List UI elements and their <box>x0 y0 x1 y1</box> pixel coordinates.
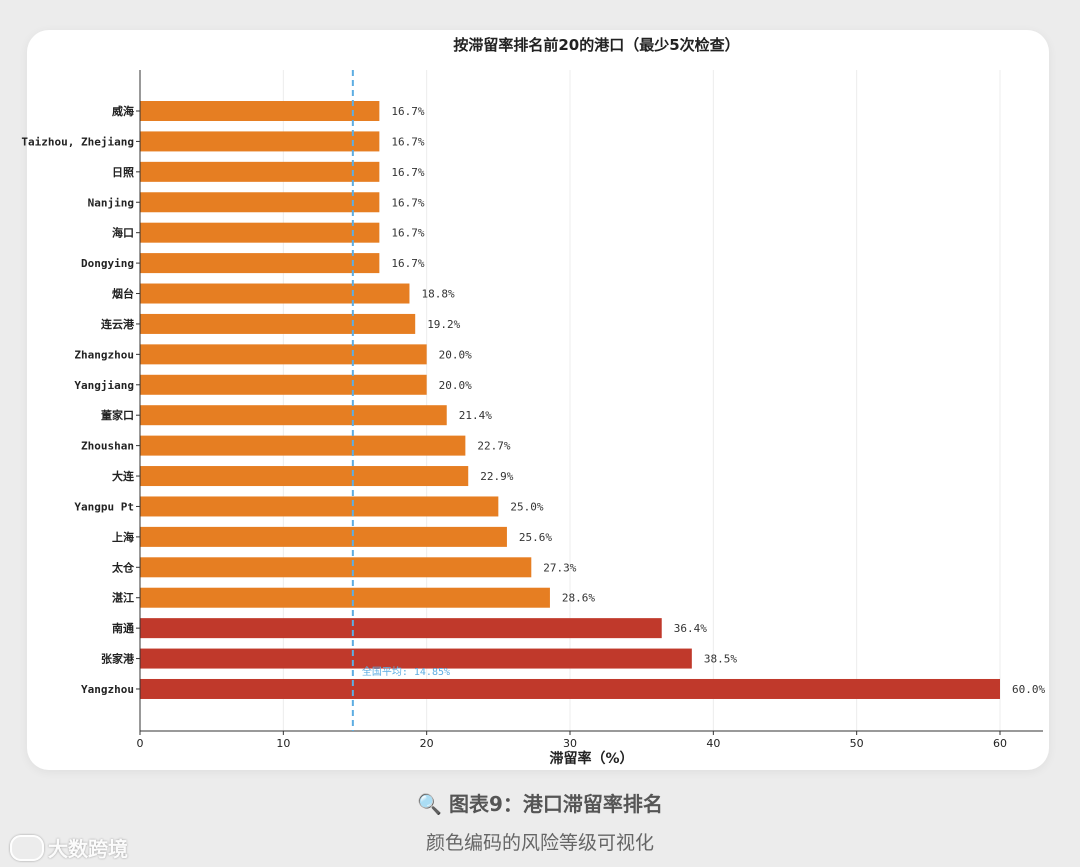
data-label: 21.4% <box>459 409 492 422</box>
bar <box>140 161 380 182</box>
caption-title-text: 图表9：港口滞留率排名 <box>448 792 663 816</box>
bar <box>140 648 692 669</box>
average-line-label: 全国平均: 14.85% <box>362 665 450 678</box>
magnifier-icon: 🔍 <box>417 792 442 816</box>
x-axis-label: 滞留率（%） <box>549 750 633 767</box>
y-tick-label: 日照 <box>112 166 134 179</box>
y-tick-label: 连云港 <box>101 317 135 331</box>
bar <box>140 466 469 487</box>
bar <box>140 344 427 365</box>
data-label: 28.6% <box>562 592 595 605</box>
bar <box>140 101 380 121</box>
bar <box>140 313 416 334</box>
x-tick-label: 30 <box>563 737 577 750</box>
bar <box>140 131 380 152</box>
data-label: 22.9% <box>480 470 513 483</box>
logo-icon <box>10 834 44 861</box>
data-label: 60.0% <box>1012 683 1045 696</box>
bar <box>140 557 532 578</box>
x-tick-label: 0 <box>137 737 144 750</box>
bar <box>140 678 1000 699</box>
bar <box>140 618 662 639</box>
watermark: 大数跨境 <box>10 833 128 862</box>
bar <box>140 496 499 517</box>
y-tick-label: 上海 <box>112 530 134 544</box>
data-label: 16.7% <box>391 105 424 118</box>
y-tick-label: 太仓 <box>111 560 135 574</box>
watermark-text: 大数跨境 <box>48 837 128 861</box>
data-label: 16.7% <box>391 135 424 148</box>
chart-card <box>27 30 1049 770</box>
y-tick-label: 烟台 <box>112 287 134 301</box>
data-label: 36.4% <box>674 622 707 635</box>
x-tick-label: 60 <box>993 737 1007 750</box>
bar <box>140 435 466 456</box>
data-label: 16.7% <box>391 196 424 209</box>
bar <box>140 192 380 213</box>
bar <box>140 253 380 274</box>
y-tick-label: 董家口 <box>101 408 134 422</box>
bar <box>140 405 447 426</box>
data-label: 20.0% <box>439 348 472 361</box>
y-tick-label: 海口 <box>112 226 134 240</box>
y-tick-label: Taizhou, Zhejiang <box>21 135 134 148</box>
y-tick-label: 张家港 <box>101 652 135 666</box>
bar <box>140 283 410 304</box>
bar <box>140 222 380 243</box>
y-tick-label: Yangpu Pt <box>74 500 134 513</box>
data-label: 25.6% <box>519 531 552 544</box>
y-tick-label: 威海 <box>112 104 134 118</box>
x-tick-label: 10 <box>276 737 290 750</box>
caption-title: 🔍 图表9：港口滞留率排名 <box>0 788 1080 817</box>
data-label: 25.0% <box>510 500 543 513</box>
y-tick-label: 湛江 <box>112 591 134 605</box>
data-label: 22.7% <box>477 440 510 453</box>
y-tick-label: Yangjiang <box>74 379 134 392</box>
x-tick-label: 50 <box>850 737 864 750</box>
data-label: 16.7% <box>391 166 424 179</box>
data-label: 19.2% <box>427 318 460 331</box>
y-tick-label: Dongying <box>81 257 134 270</box>
data-label: 20.0% <box>439 379 472 392</box>
y-tick-label: Zhoushan <box>81 440 134 453</box>
y-tick-label: Yangzhou <box>81 683 134 696</box>
data-label: 16.7% <box>391 227 424 240</box>
caption-subtitle: 颜色编码的风险等级可视化 <box>425 832 654 854</box>
bar <box>140 374 427 395</box>
bar <box>140 587 550 608</box>
y-tick-label: Zhangzhou <box>74 348 134 361</box>
data-label: 27.3% <box>543 561 576 574</box>
chart-title: 按滞留率排名前20的港口（最少5次检查） <box>453 36 739 54</box>
x-tick-label: 40 <box>706 737 720 750</box>
y-tick-label: 南通 <box>112 621 134 635</box>
y-tick-label: Nanjing <box>88 196 134 209</box>
data-label: 18.8% <box>421 288 454 301</box>
data-label: 38.5% <box>704 653 737 666</box>
y-tick-label: 大连 <box>112 469 135 483</box>
x-tick-label: 20 <box>420 737 434 750</box>
bar <box>140 526 507 547</box>
data-label: 16.7% <box>391 257 424 270</box>
